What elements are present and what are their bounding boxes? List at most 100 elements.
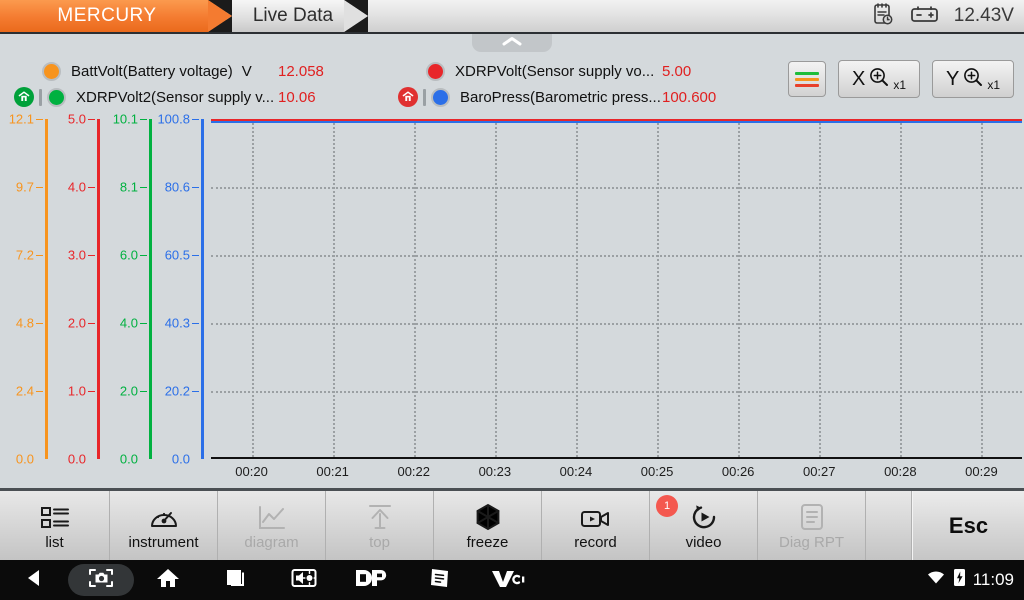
y-axis-tick-label: 6.0 [119,247,138,263]
y-axis-tick-label: 0.0 [171,451,190,467]
chart-plot-area[interactable] [211,119,1022,459]
toolbar-button-diagram: diagram [218,491,326,560]
y-axis-tick [192,187,199,188]
y-axis-tick-label: 40.3 [164,315,190,331]
toolbar-button-label: video [685,533,722,551]
y-axis-tick [140,187,147,188]
battery-voltage-label: 12.43V [953,5,1014,26]
toolbar-spacer [866,491,912,560]
y-axis-tick-label: 80.6 [164,179,190,195]
recents-square-icon [224,567,248,594]
legend-item[interactable]: XDRPVolt(Sensor supply vo... [398,58,654,84]
play-replay-icon [690,501,718,531]
y-axis-tick-label: 4.8 [15,315,34,331]
series-color-dot[interactable] [42,61,61,81]
toolbar-button-label: diagram [244,533,299,551]
y-axis-tick [88,391,95,392]
tab-vehicle-label: MERCURY [57,5,157,26]
x-zoom-button[interactable]: X x1 [838,60,920,98]
chart-gridline-vertical [251,119,254,457]
collapse-panel-handle[interactable] [472,34,552,52]
toolbar-button-label: record [574,533,617,551]
y-axis-tick [88,323,95,324]
esc-button-label: Esc [948,512,989,538]
tab-arrow-1 [208,0,232,32]
clipboard-clock-icon[interactable] [870,1,896,32]
nav-button-dp-logo[interactable] [338,560,406,600]
y-axis-tick [140,391,147,392]
toolbar-button-video[interactable]: 1 video [650,491,758,560]
chart-gridline-horizontal [211,255,1022,257]
tab-live-data-label: Live Data [252,5,334,26]
y-axis-tick [192,119,199,120]
esc-button[interactable]: Esc [912,491,1024,560]
y-axis-tick [36,255,43,256]
bottom-toolbar: list instrument diagram top freeze record 1 vid… [0,488,1024,560]
chart-gridline-vertical [900,119,903,457]
android-nav-bar: 11:09 [0,560,1024,600]
snowflake-icon [474,501,502,531]
series-color-dot[interactable] [426,61,445,81]
toolbar-button-freeze[interactable]: freeze [434,491,542,560]
y-axis-tick-label: 7.2 [15,247,34,263]
lock-home-icon[interactable] [398,87,418,107]
y-axis-tick-label: 5.0 [67,111,86,127]
chart-gridline-vertical [332,119,335,457]
list-icon [40,501,70,531]
legend-item[interactable]: BaroPress(Barometric press... [398,84,661,110]
chart-y-axis: 10.1 8.1 6.0 4.0 2.0 0.0 [104,112,154,467]
legend-item[interactable]: XDRPVolt2(Sensor supply v... [14,84,274,110]
nav-button-home[interactable] [134,560,202,600]
line-style-button[interactable] [788,61,826,97]
nav-button-recents-square[interactable] [202,560,270,600]
y-axis-tick [140,323,147,324]
chart-gridline-horizontal [211,323,1022,325]
nav-button-vci-logo[interactable] [474,560,542,600]
toolbar-button-label: freeze [466,533,509,551]
lock-home-icon[interactable] [14,87,34,107]
y-zoom-factor-label: x1 [987,78,1001,92]
y-axis-tick [88,187,95,188]
video-camera-icon [580,501,612,531]
x-axis-tick-label: 00:29 [965,464,998,479]
y-axis-tick-label: 0.0 [119,451,138,467]
series-color-dot[interactable] [47,87,66,107]
y-axis-rail [149,119,152,459]
toolbar-button-instrument[interactable]: instrument [110,491,218,560]
nav-button-screenshot-camera[interactable] [68,564,134,596]
battery-charging-icon [953,568,966,592]
y-axis-tick-label: 0.0 [67,451,86,467]
y-axis-tick-label: 1.0 [67,383,86,399]
toolbar-badge: 1 [656,495,678,517]
y-axis-tick-label: 100.8 [157,111,190,127]
arrow-up-icon [366,501,394,531]
x-zoom-factor-label: x1 [893,78,907,92]
legend-separator [423,88,426,106]
magnifier-plus-icon [868,66,890,93]
series-color-dot[interactable] [431,87,450,107]
top-bar-status: 12.43V [870,0,1014,32]
nav-button-notes-book[interactable] [406,560,474,600]
tab-live-data[interactable]: Live Data [232,0,362,32]
x-axis-tick-label: 00:24 [559,464,593,479]
chart-series-line [211,121,1022,124]
y-axis-tick-label: 9.7 [15,179,34,195]
toolbar-button-record[interactable]: record [542,491,650,560]
top-bar: MERCURY Live Data [0,0,1024,34]
y-axis-tick-label: 3.0 [67,247,86,263]
chart-gridline-horizontal [211,391,1022,393]
nav-button-volume-brightness[interactable] [270,560,338,600]
tab-vehicle-mercury[interactable]: MERCURY [0,0,226,32]
chart-controls: X x1 Y x1 [788,60,1014,98]
y-axis-tick-label: 8.1 [119,179,138,195]
y-zoom-button[interactable]: Y x1 [932,60,1014,98]
legend-item-name: BattVolt(Battery voltage) [71,62,233,80]
toolbar-button-list[interactable]: list [0,491,110,560]
live-data-chart[interactable]: 12.1 9.7 7.2 4.8 2.4 0.0 5.0 4.0 3.0 2.0 1.0 0.0 10.… [0,112,1024,488]
y-axis-rail [201,119,204,459]
y-axis-tick-label: 2.0 [119,383,138,399]
nav-button-back-triangle[interactable] [0,560,68,600]
legend-item[interactable]: BattVolt(Battery voltage) V [14,58,252,84]
y-axis-tick [192,391,199,392]
document-icon [799,501,825,531]
